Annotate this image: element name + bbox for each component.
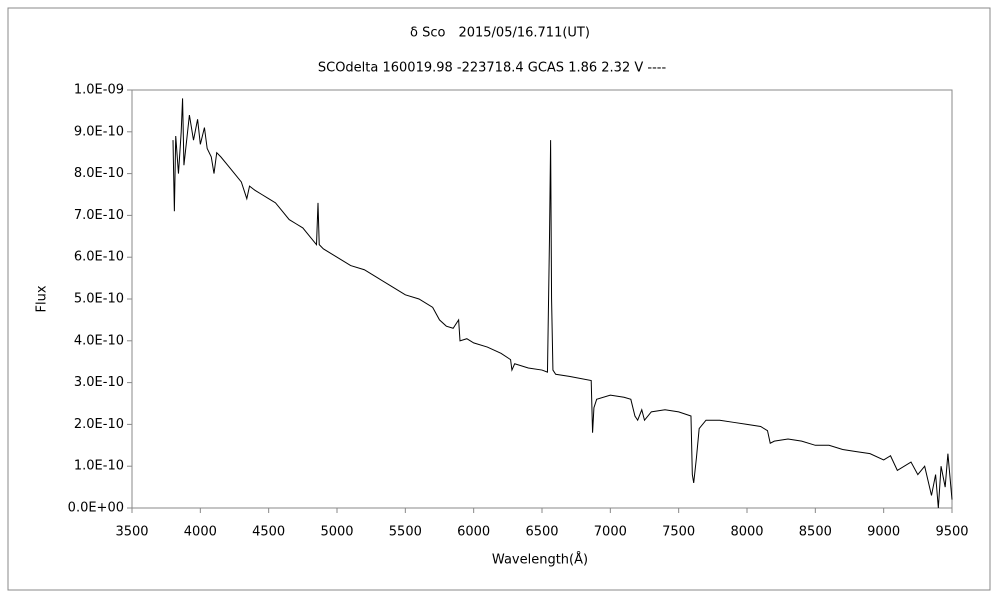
x-tick-label: 3500 bbox=[115, 525, 148, 540]
y-tick-label: 6.0E-10 bbox=[74, 250, 124, 265]
x-axis-label: Wavelength(Å) bbox=[492, 552, 588, 568]
y-tick-label: 9.0E-10 bbox=[74, 124, 124, 139]
x-tick-label: 5500 bbox=[389, 525, 422, 540]
spectrum-line bbox=[172, 98, 953, 509]
y-tick-label: 5.0E-10 bbox=[74, 292, 124, 307]
y-tick-label: 8.0E-10 bbox=[74, 166, 124, 181]
y-tick-label: 2.0E-10 bbox=[74, 417, 124, 432]
x-tick-label: 8500 bbox=[799, 525, 832, 540]
x-tick-label: 8000 bbox=[730, 525, 763, 540]
x-tick-label: 4500 bbox=[252, 525, 285, 540]
y-tick-label: 1.0E-10 bbox=[74, 459, 124, 474]
chart-subtitle: SCOdelta 160019.98 -223718.4 GCAS 1.86 2… bbox=[318, 61, 667, 76]
y-tick-label: 7.0E-10 bbox=[74, 208, 124, 223]
x-tick-label: 6500 bbox=[525, 525, 558, 540]
x-tick-label: 9500 bbox=[935, 525, 968, 540]
chart-title: δ Sco 2015/05/16.711(UT) bbox=[410, 26, 590, 41]
x-tick-label: 6000 bbox=[457, 525, 490, 540]
chart-frame bbox=[7, 7, 991, 591]
y-axis-label: Flux bbox=[35, 285, 50, 312]
x-tick-label: 5000 bbox=[320, 525, 353, 540]
x-tick-label: 9000 bbox=[867, 525, 900, 540]
x-tick-label: 4000 bbox=[184, 525, 217, 540]
x-tick-label: 7500 bbox=[662, 525, 695, 540]
x-tick-label: 7000 bbox=[594, 525, 627, 540]
y-tick-label: 4.0E-10 bbox=[74, 333, 124, 348]
y-tick-label: 1.0E-09 bbox=[74, 83, 124, 98]
y-tick-label: 0.0E+00 bbox=[68, 501, 124, 516]
y-tick-label: 3.0E-10 bbox=[74, 375, 124, 390]
